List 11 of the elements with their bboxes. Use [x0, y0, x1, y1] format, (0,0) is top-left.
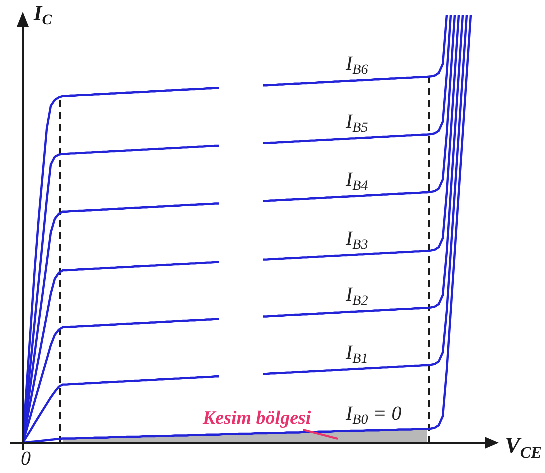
series-label: I$_{B3}$	[345, 228, 368, 254]
x-axis-title: V$_{CE}$	[505, 433, 542, 462]
series-label: I$_{B5}$	[345, 111, 368, 136]
text: 0	[21, 448, 31, 470]
series-label: I$_{B4}$	[345, 169, 368, 194]
y-axis-title: I$_{C}$	[33, 1, 52, 28]
annotation: Kesim bölgesi	[202, 408, 312, 429]
series-label: I$_{B2}$	[345, 284, 368, 310]
series-label: I$_{B6}$	[345, 53, 368, 78]
series-label: I$_{B0}$ = 0	[345, 403, 402, 428]
series-label: I$_{B1}$	[345, 342, 368, 368]
